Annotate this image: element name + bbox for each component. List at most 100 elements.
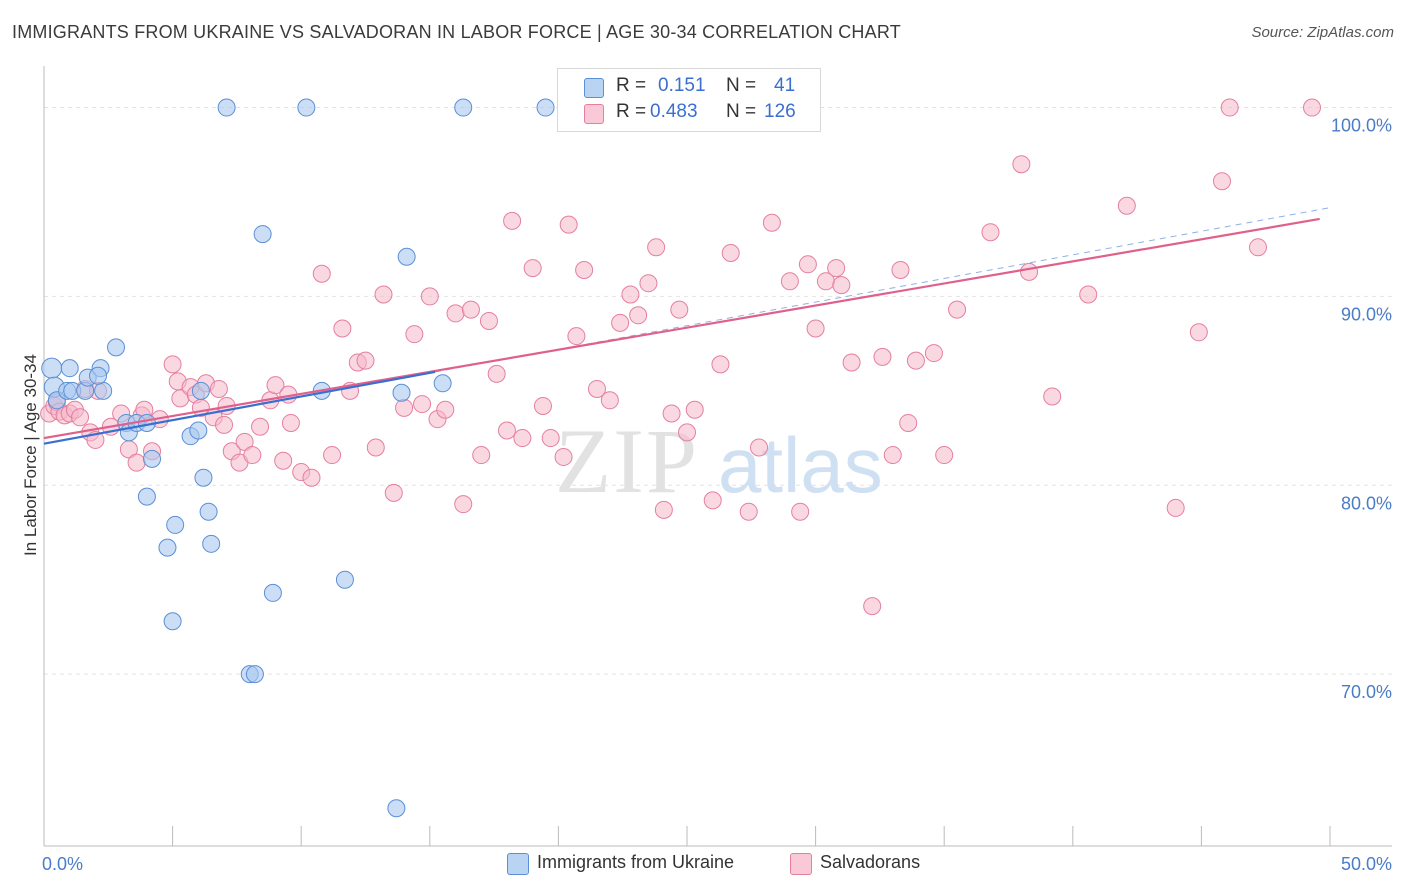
salvadorans-point <box>405 325 424 344</box>
salvadorans-point <box>935 446 954 465</box>
ukraine-point <box>536 98 555 117</box>
legend-r-label: R = <box>616 101 647 122</box>
ukraine-point <box>89 366 108 385</box>
legend-n-label: N = <box>726 101 757 122</box>
grid-lines <box>44 107 1392 675</box>
salvadorans-point <box>567 327 586 346</box>
ukraine-point <box>137 487 156 506</box>
salvadorans-point <box>446 304 465 323</box>
salvadorans-point <box>554 447 573 466</box>
salvadorans-point <box>827 259 846 278</box>
ukraine-point <box>202 534 221 553</box>
salvadorans-point <box>266 376 285 395</box>
salvadorans-point <box>739 502 758 521</box>
salvadorans-point <box>323 446 342 465</box>
salvadorans-point <box>575 260 594 279</box>
ukraine-point <box>107 338 126 357</box>
salvadorans-point <box>454 495 473 514</box>
salvadorans-point <box>163 355 182 374</box>
salvadorans-point <box>1166 498 1185 517</box>
salvadorans-point <box>127 453 146 472</box>
salvadorans-point <box>948 300 967 319</box>
ukraine-point <box>143 449 162 468</box>
ukraine-legend-label: Immigrants from Ukraine <box>537 852 735 872</box>
salvadorans-point <box>647 238 666 257</box>
ukraine-point <box>397 247 416 266</box>
ukraine-point <box>217 98 236 117</box>
salvadorans-point <box>333 319 352 338</box>
ukraine-point <box>263 583 282 602</box>
salvadorans-point <box>621 285 640 304</box>
watermark: ZIP atlas <box>555 410 883 512</box>
salvadorans-point <box>1012 155 1031 174</box>
legend-n-value: 126 <box>764 101 796 122</box>
salvadorans-point <box>1220 98 1239 117</box>
salvadorans-point <box>1079 285 1098 304</box>
salvadorans-point <box>1212 172 1231 191</box>
legend-r-value: 0.483 <box>650 101 698 122</box>
salvadorans-point <box>503 211 522 230</box>
salvadorans-point <box>384 483 403 502</box>
salvadorans-point <box>670 300 689 319</box>
salvadorans-point <box>587 379 606 398</box>
salvadorans-point <box>750 438 769 457</box>
ukraine-point <box>94 381 113 400</box>
salvadorans-point <box>420 287 439 306</box>
ukraine-point <box>392 383 411 402</box>
salvadorans-point <box>274 451 293 470</box>
ukraine-point <box>335 570 354 589</box>
y-tick-label: 90.0% <box>1341 304 1392 324</box>
salvadorans-point <box>873 347 892 366</box>
ukraine-swatch <box>584 78 604 98</box>
ukraine-trend-line <box>43 370 436 445</box>
salvadorans-point <box>832 276 851 295</box>
ukraine-point <box>253 225 272 244</box>
salvadorans-legend-swatch <box>790 853 812 875</box>
salvadorans-point <box>662 404 681 423</box>
ukraine-point <box>297 98 316 117</box>
y-tick-labels: 70.0% 80.0% 90.0% 100.0% <box>1331 116 1392 703</box>
ukraine-point <box>191 381 210 400</box>
ukraine-point <box>194 468 213 487</box>
y-tick-label: 80.0% <box>1341 493 1392 513</box>
ukraine-point <box>166 515 185 534</box>
ukraine-point <box>245 665 264 684</box>
salvadorans-legend-label: Salvadorans <box>820 852 921 872</box>
salvadorans-point <box>629 306 648 325</box>
ukraine-point <box>454 98 473 117</box>
salvadorans-point <box>611 313 630 332</box>
trend-lines <box>43 207 1331 445</box>
salvadorans-point <box>235 432 254 451</box>
salvadorans-point <box>497 421 516 440</box>
legend-row-salvadorans: R = 0.483 N = 126 <box>558 101 820 127</box>
legend-n-label: N = <box>726 75 757 96</box>
salvadorans-point <box>243 446 262 465</box>
x-tick-label-max: 50.0% <box>1341 854 1392 874</box>
legend-r-label: R = <box>616 75 647 96</box>
salvadorans-point <box>703 491 722 510</box>
legend-r-value: 0.151 <box>658 75 706 96</box>
ukraine-legend-swatch <box>507 853 529 875</box>
salvadorans-point <box>513 429 532 448</box>
salvadorans-point <box>559 215 578 234</box>
salvadorans-point <box>533 396 552 415</box>
salvadorans-point <box>685 400 704 419</box>
legend-row-ukraine: R = 0.151 N = 41 <box>558 75 820 101</box>
salvadorans-point <box>883 446 902 465</box>
salvadorans-point <box>487 364 506 383</box>
salvadorans-point <box>863 597 882 616</box>
salvadorans-point <box>215 415 234 434</box>
salvadorans-point <box>312 264 331 283</box>
salvadorans-point <box>1189 323 1208 342</box>
salvadorans-point <box>302 468 321 487</box>
salvadorans-point <box>541 429 560 448</box>
salvadorans-point <box>906 351 925 370</box>
salvadorans-point <box>711 355 730 374</box>
salvadorans-point <box>1248 238 1267 257</box>
salvadorans-point <box>1117 196 1136 215</box>
salvadorans-point <box>600 391 619 410</box>
salvadorans-point <box>523 259 542 278</box>
salvadorans-point <box>721 243 740 262</box>
salvadorans-point <box>780 272 799 291</box>
